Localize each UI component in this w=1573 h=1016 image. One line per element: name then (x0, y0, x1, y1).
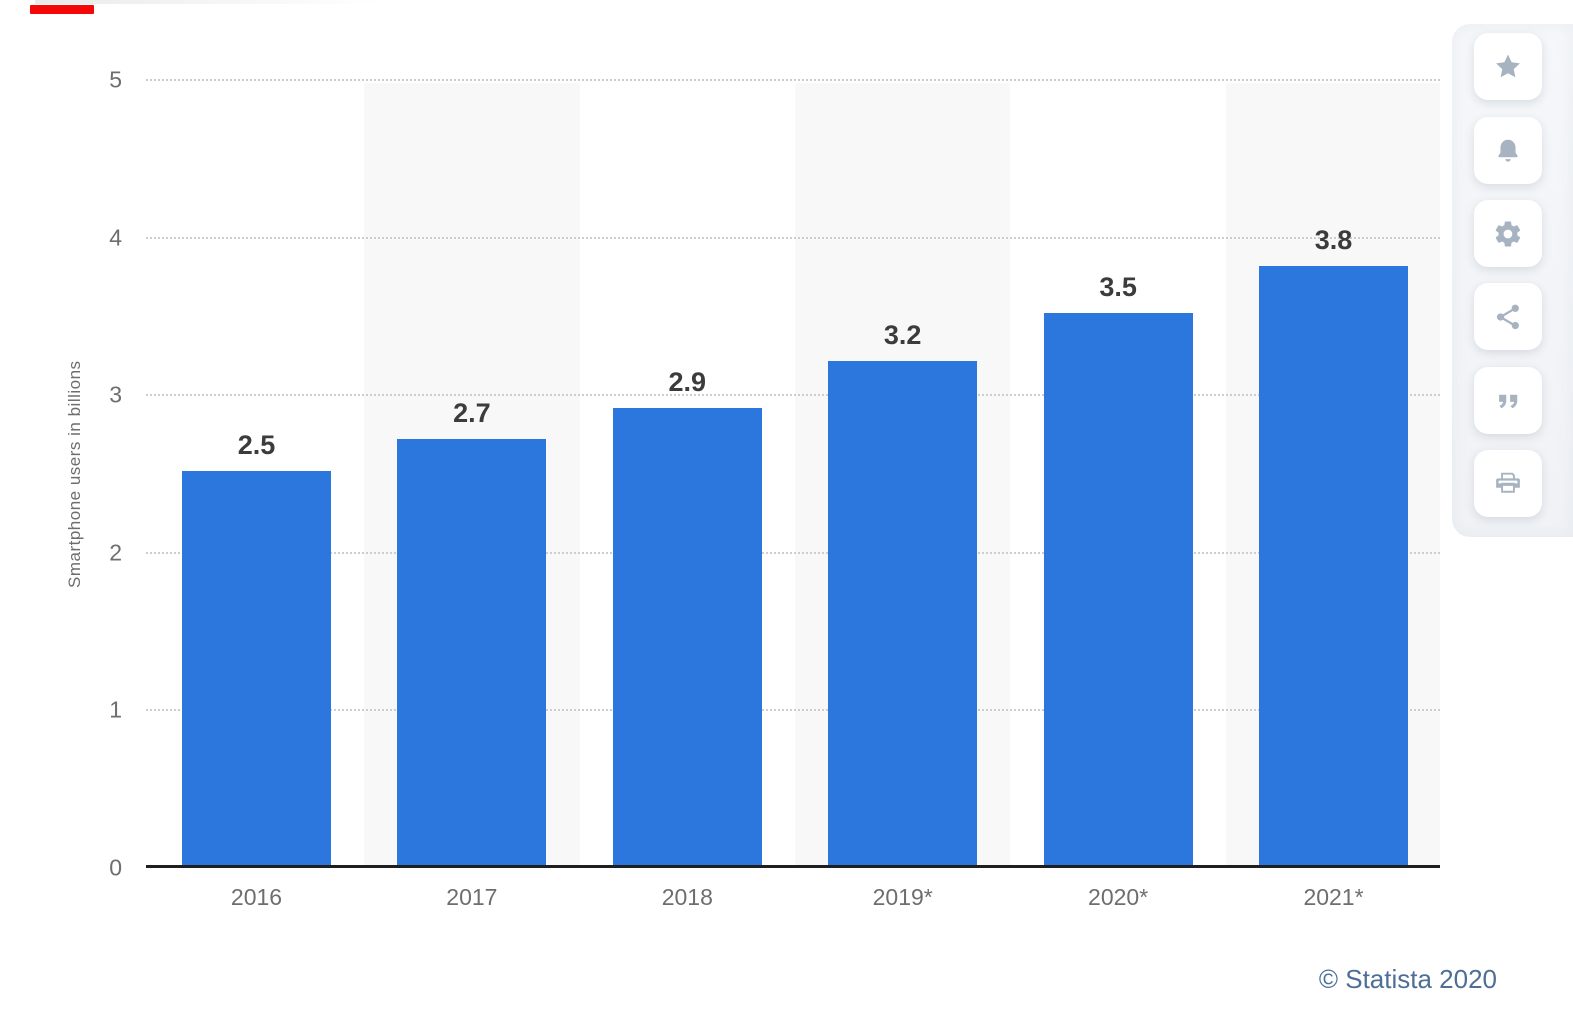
gridline-1 (146, 709, 1440, 712)
x-tick-label-2021*: 2021* (1303, 884, 1364, 910)
bar-chart-plot-area: 2.5 2.7 2.9 3.2 3.5 3.8 (146, 79, 1440, 868)
share-button[interactable] (1474, 283, 1542, 350)
x-tick-label-2020*: 2020* (1088, 884, 1149, 910)
bar-2019*[interactable] (828, 360, 978, 865)
x-tick-label-2016: 2016 (230, 884, 283, 910)
bar-2017[interactable] (397, 439, 547, 865)
gridline-4 (146, 236, 1440, 239)
x-tick-label-2018: 2018 (661, 884, 713, 910)
print-button[interactable] (1474, 450, 1542, 517)
statista-credit-link[interactable]: © Statista 2020 (1318, 964, 1497, 994)
share-icon (1496, 304, 1519, 329)
x-tick-label-2019*: 2019* (872, 884, 933, 910)
y-tick-label-1: 1 (109, 696, 122, 723)
y-tick-label-4: 4 (109, 224, 122, 251)
citation-quote-button[interactable] (1474, 367, 1542, 434)
gridline-2 (146, 551, 1440, 554)
x-tick-label-2017: 2017 (446, 884, 498, 910)
gear-icon (1495, 220, 1521, 246)
bar-value-label: 3.5 (1099, 272, 1137, 303)
y-tick-label-5: 5 (109, 66, 122, 93)
bar-value-label: 2.7 (453, 398, 491, 429)
favorite-star-button[interactable] (1474, 33, 1542, 100)
bar-value-label: 3.2 (883, 319, 922, 350)
gridline-3 (146, 394, 1440, 397)
top-edge-streak (35, 0, 380, 4)
gridline-5 (146, 79, 1440, 81)
bar-2016[interactable] (182, 471, 331, 865)
bar-value-label: 2.9 (668, 366, 707, 397)
bar-2021*[interactable] (1259, 266, 1408, 865)
bell-icon (1498, 139, 1518, 162)
bar-2020*[interactable] (1043, 313, 1193, 865)
notifications-bell-button[interactable] (1474, 117, 1542, 184)
printer-icon (1496, 472, 1520, 493)
y-tick-label-0: 0 (109, 854, 122, 881)
y-tick-label-2: 2 (109, 539, 122, 566)
bar-value-label: 2.5 (237, 430, 276, 460)
bar-2018[interactable] (612, 407, 762, 865)
quote-icon (1499, 394, 1518, 408)
y-tick-label-3: 3 (109, 381, 122, 408)
loading-progress-bar (30, 5, 94, 14)
y-axis-title: Smartphone users in billions (65, 360, 84, 588)
settings-gear-button[interactable] (1474, 200, 1542, 267)
bar-value-label: 3.8 (1314, 225, 1353, 256)
star-icon (1496, 54, 1520, 77)
